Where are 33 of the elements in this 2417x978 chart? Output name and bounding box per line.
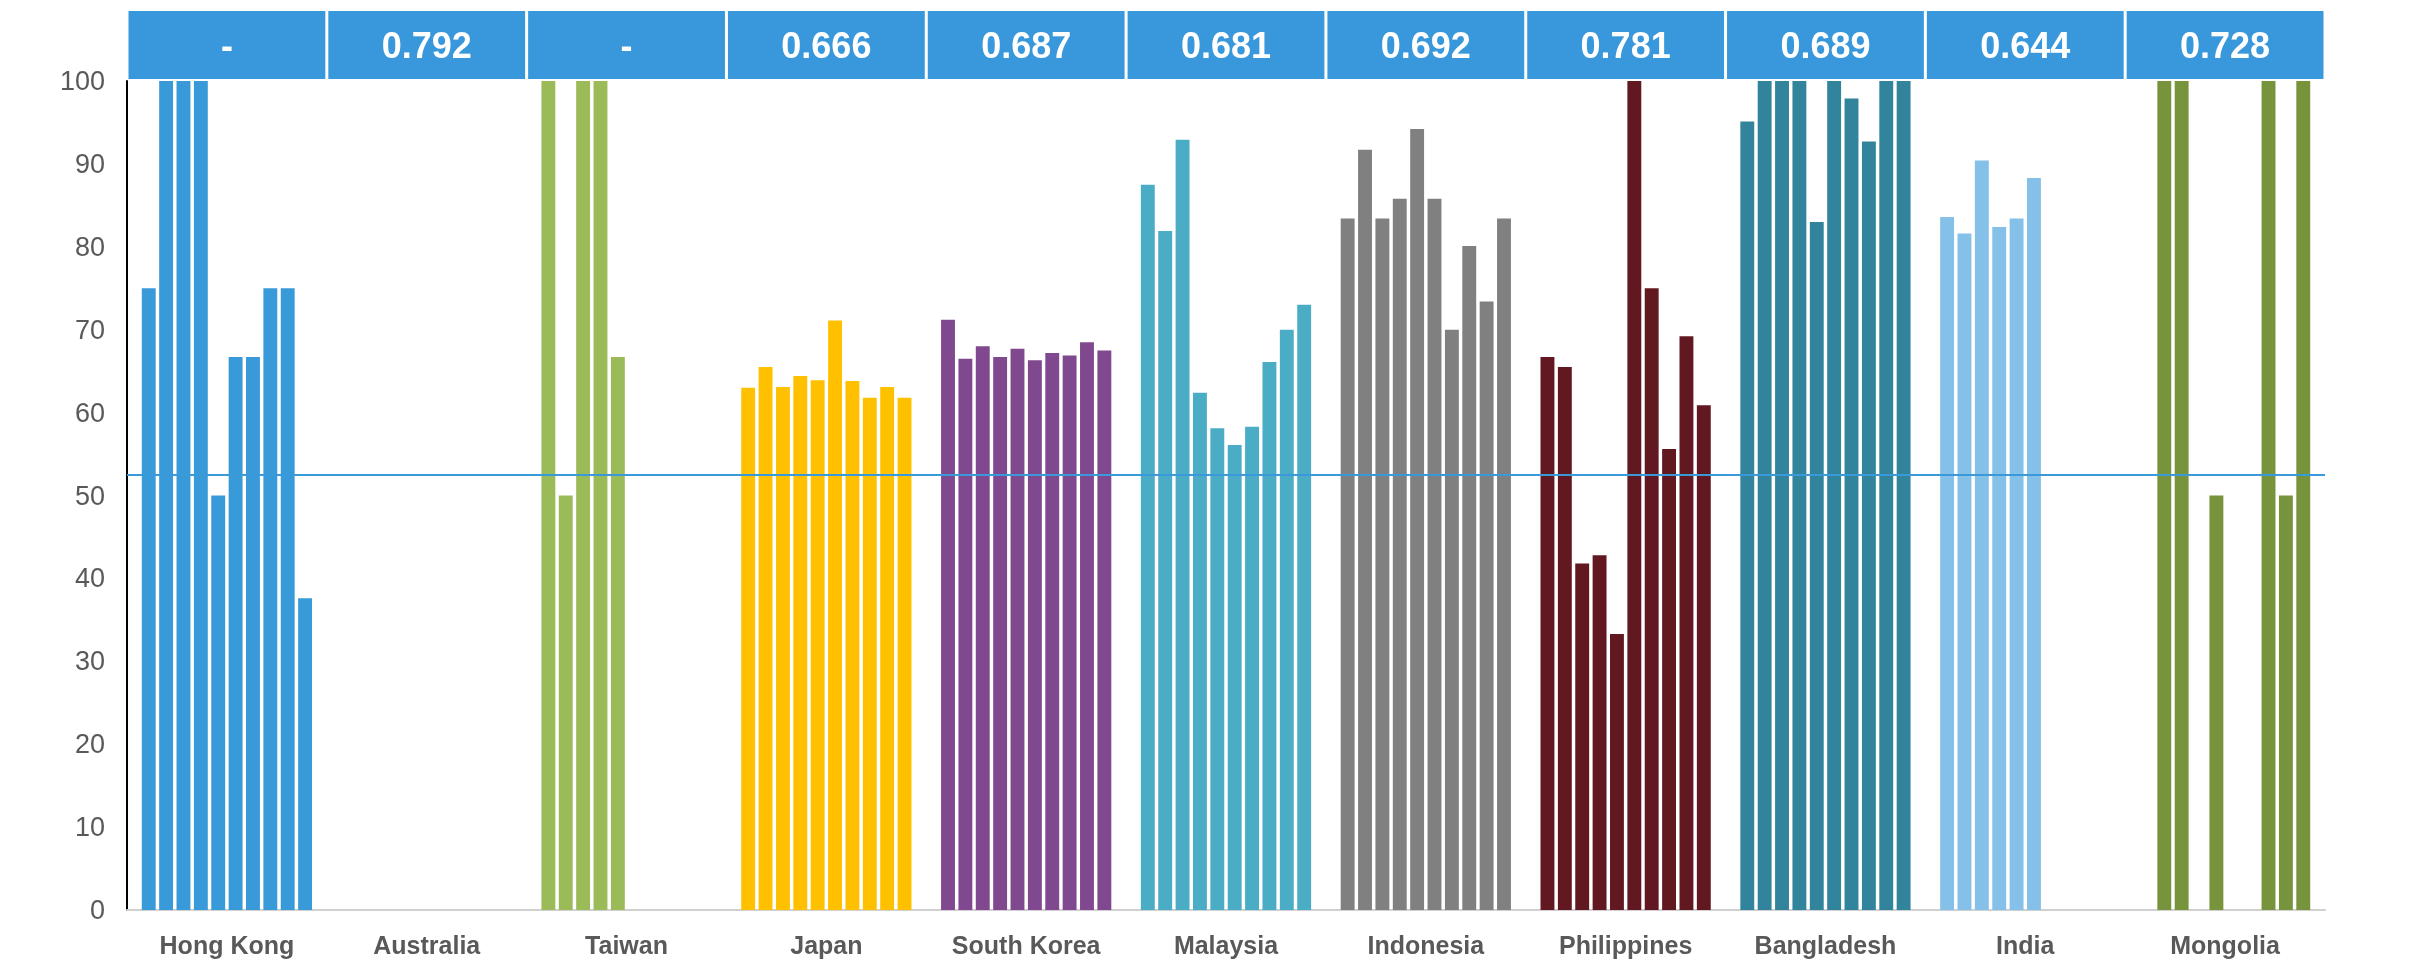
x-tick-label: Australia (373, 930, 482, 959)
x-tick-label: India (1996, 930, 2056, 959)
text: - (220, 24, 233, 66)
y-tick-label: 0 (89, 895, 105, 925)
text: 0.689 (1780, 24, 1871, 66)
text: 0.792 (381, 24, 472, 66)
text: 0.692 (1380, 24, 1471, 66)
x-tick-label: Bangladesh (1754, 930, 1897, 959)
y-tick-label: 60 (74, 397, 105, 428)
y-tick-label: 40 (74, 563, 105, 594)
y-tick-label: 10 (74, 812, 105, 843)
x-tick-label: Malaysia (1173, 930, 1280, 959)
text: 0.666 (781, 24, 872, 66)
x-tick-label: Philippines (1558, 930, 1693, 959)
x-tick-label: Mongolia (2170, 930, 2282, 959)
text: 0.781 (1580, 24, 1671, 66)
x-tick-label: Hong Kong (159, 930, 295, 959)
y-tick-label: 20 (74, 729, 105, 760)
text: 0.681 (1180, 24, 1272, 66)
text: 0.728 (2180, 24, 2271, 66)
y-tick-label: 30 (74, 646, 105, 677)
x-tick-label: Taiwan (585, 930, 668, 959)
y-tick-label: 90 (74, 148, 105, 179)
x-tick-label: Indonesia (1367, 930, 1486, 959)
y-tick-label: 70 (74, 314, 105, 345)
y-tick-label: 100 (59, 66, 105, 96)
text: 0.644 (1980, 24, 2071, 66)
x-tick-label: South Korea (951, 930, 1102, 959)
x-tick-label: Japan (790, 930, 863, 959)
text: 0.687 (981, 24, 1072, 66)
text: - (620, 24, 633, 66)
y-tick-label: 50 (74, 480, 105, 511)
y-tick-label: 80 (74, 231, 105, 262)
